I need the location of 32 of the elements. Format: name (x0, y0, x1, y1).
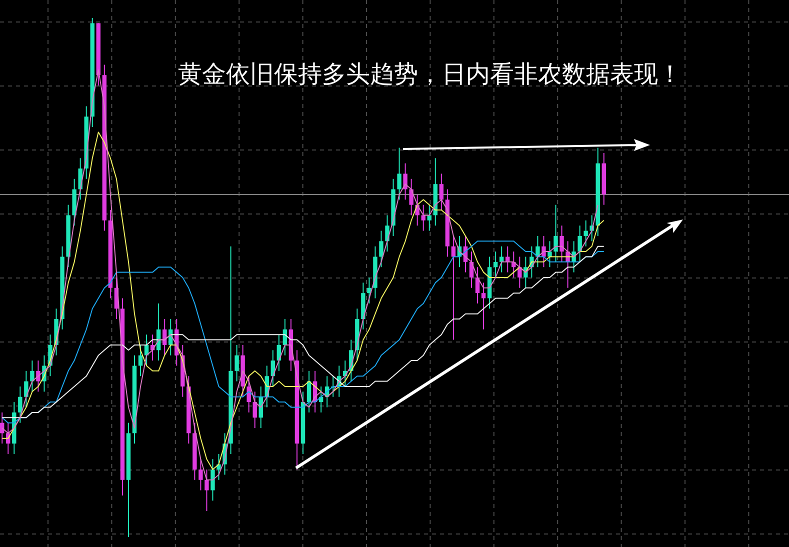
candlestick (409, 178, 414, 216)
candlestick (210, 458, 215, 502)
candlestick (506, 246, 510, 273)
candlestick (24, 370, 28, 408)
candlestick (138, 344, 143, 377)
candlestick (481, 282, 486, 330)
candlestick (246, 376, 251, 413)
candlestick (385, 214, 390, 252)
candlestick (198, 458, 203, 491)
candlestick (30, 360, 34, 392)
candlestick (560, 225, 564, 262)
candlestick (499, 246, 504, 273)
candlestick (78, 158, 82, 200)
candlestick (36, 360, 40, 392)
candlestick (439, 173, 444, 211)
candlestick (554, 204, 558, 262)
candlestick (578, 225, 582, 262)
candlestick (367, 277, 372, 304)
candlestick (234, 344, 239, 382)
candlestick (379, 230, 384, 268)
candlestick (18, 386, 22, 424)
candlestick (548, 240, 552, 268)
candlestick (584, 220, 588, 247)
candlestick (403, 162, 408, 200)
candlestick (536, 235, 540, 268)
candlestick (493, 251, 498, 278)
candlestick (397, 147, 402, 200)
candlestick (252, 391, 257, 429)
candlestick (421, 204, 426, 232)
text: 黄金依旧保持多头趋势，日内看非农数据表现！ (178, 60, 682, 88)
candlestick (204, 469, 209, 512)
candlestick (427, 204, 432, 232)
